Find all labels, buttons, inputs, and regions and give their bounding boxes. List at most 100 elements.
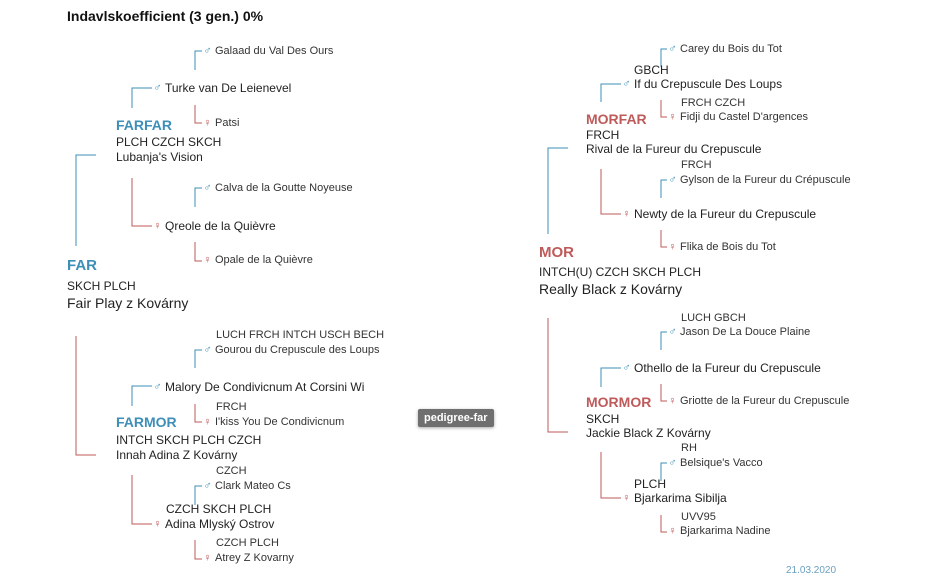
mormor-mother-father-titles: RH [681,442,697,454]
morfar-role-label: MORFAR [586,111,647,127]
female-symbol-icon: ♀ [668,394,677,407]
farfar-father-father-name: Galaad du Val Des Ours [215,45,334,57]
morfar-father-mother-name: Fidji du Castel D'argences [680,111,809,123]
female-symbol-icon: ♀ [622,207,631,220]
morfar-mother-father[interactable]: ♂ Gylson de la Fureur du Crépuscule [667,173,851,186]
farmor-mother-father-titles: CZCH [216,465,247,477]
male-symbol-icon: ♂ [203,343,212,356]
female-symbol-icon: ♀ [153,219,162,232]
morfar-father-mother-titles: FRCH CZCH [681,97,746,109]
male-symbol-icon: ♂ [622,77,631,90]
mormor-father-mother-name: Griotte de la Fureur du Crepuscule [680,395,850,407]
farfar-father-mother-name: Patsi [215,117,240,129]
male-symbol-icon: ♂ [203,181,212,194]
mormor-mother-father-name: Belsique's Vacco [680,457,763,469]
mor-name[interactable]: Really Black z Kovárny [539,281,683,297]
farfar-father[interactable]: ♂ Turke van De Leienevel [152,81,291,95]
farmor-mother-father[interactable]: ♂ Clark Mateo Cs [202,479,291,492]
farmor-mother-titles: CZCH SKCH PLCH [166,502,272,516]
male-symbol-icon: ♂ [668,42,677,55]
farfar-name[interactable]: Lubanja's Vision [116,150,203,164]
mormor-father-name: Othello de la Fureur du Crepuscule [634,361,821,375]
farmor-titles: INTCH SKCH PLCH CZCH [116,433,262,447]
farmor-father-mother-titles: FRCH [216,401,247,413]
farfar-titles: PLCH CZCH SKCH [116,135,222,149]
female-symbol-icon: ♀ [153,517,162,530]
morfar-mother-father-name: Gylson de la Fureur du Crépuscule [680,174,851,186]
farmor-mother-father-name: Clark Mateo Cs [215,480,291,492]
mormor-mother-mother-name: Bjarkarima Nadine [680,525,771,537]
mor-titles: INTCH(U) CZCH SKCH PLCH [539,265,701,279]
male-symbol-icon: ♂ [622,361,631,374]
morfar-father-father[interactable]: ♂ Carey du Bois du Tot [667,43,782,55]
farfar-mother-mother-name: Opale de la Quièvre [215,254,313,266]
morfar-father[interactable]: ♂ If du Crepuscule Des Loups [621,77,782,91]
mormor-father-father[interactable]: ♂ Jason De La Douce Plaine [667,326,810,338]
morfar-mother-name: Newty de la Fureur du Crepuscule [634,207,817,221]
farfar-father-mother[interactable]: ♀ Patsi [202,117,239,129]
mormor-mother-father[interactable]: ♂ Belsique's Vacco [667,456,763,469]
mormor-mother-name: Bjarkarima Sibilja [634,491,727,505]
mormor-father-father-name: Jason De La Douce Plaine [680,326,811,338]
morfar-titles: FRCH [586,128,620,142]
farmor-mother-name: Adina Mlyský Ostrov [165,517,275,531]
far-role-label: FAR [67,257,97,274]
farmor-mother-mother[interactable]: ♀ Atrey Z Kovarny [202,551,294,564]
pedigree-far-badge[interactable]: pedigree-far [418,409,494,427]
morfar-name[interactable]: Rival de la Fureur du Crepuscule [586,142,762,156]
male-symbol-icon: ♂ [203,44,212,57]
farfar-mother-name: Qreole de la Quièvre [165,219,276,233]
mormor-role-label: MORMOR [586,394,652,410]
date-stamp: 21.03.2020 [786,565,837,576]
farmor-mother[interactable]: ♀ Adina Mlyský Ostrov [152,517,274,531]
mormor-mother-titles: PLCH [634,477,667,491]
morfar-father-titles: GBCH [634,63,669,77]
far-name[interactable]: Fair Play z Kovárny [67,295,189,311]
male-symbol-icon: ♂ [153,380,162,393]
mormor-mother[interactable]: ♀ Bjarkarima Sibilja [621,491,727,505]
male-symbol-icon: ♂ [668,325,677,338]
female-symbol-icon: ♀ [203,116,212,129]
farfar-father-father[interactable]: ♂ Galaad du Val Des Ours [202,45,333,57]
farfar-father-name: Turke van De Leienevel [165,81,292,95]
farfar-mother-mother[interactable]: ♀ Opale de la Quièvre [202,253,313,266]
mormor-father-father-titles: LUCH GBCH [681,312,746,324]
farmor-father[interactable]: ♂ Malory De Condivicnum At Corsini Wi [152,380,364,394]
female-symbol-icon: ♀ [203,253,212,266]
farmor-name[interactable]: Innah Adina Z Kovárny [116,448,238,462]
mormor-mother-mother-titles: UVV95 [681,511,716,523]
mormor-name[interactable]: Jackie Black Z Kovárny [586,426,711,440]
male-symbol-icon: ♂ [203,479,212,492]
morfar-father-father-name: Carey du Bois du Tot [680,43,782,55]
mor-role-label: MOR [539,244,574,261]
female-symbol-icon: ♀ [668,240,677,253]
female-symbol-icon: ♀ [203,551,212,564]
farfar-mother-father[interactable]: ♂ Calva de la Goutte Noyeuse [202,181,352,194]
morfar-father-name: If du Crepuscule Des Loups [634,77,783,91]
morfar-mother[interactable]: ♀ Newty de la Fureur du Crepuscule [621,207,816,221]
farmor-mother-mother-name: Atrey Z Kovarny [215,552,294,564]
male-symbol-icon: ♂ [668,173,677,186]
farfar-mother[interactable]: ♀ Qreole de la Quièvre [152,219,276,233]
morfar-mother-mother-name: Flika de Bois du Tot [680,241,776,253]
female-symbol-icon: ♀ [203,415,212,428]
mormor-father[interactable]: ♂ Othello de la Fureur du Crepuscule [621,361,821,375]
morfar-mother-mother[interactable]: ♀ Flika de Bois du Tot [667,240,776,253]
inbreeding-coefficient-title: Indavlskoefficient (3 gen.) 0% [67,8,264,24]
morfar-mother-father-titles: FRCH [681,159,712,171]
mormor-mother-mother[interactable]: ♀ Bjarkarima Nadine [667,525,770,537]
mormor-titles: SKCH [586,412,620,426]
female-symbol-icon: ♀ [668,110,677,123]
farmor-father-father[interactable]: ♂ Gourou du Crepuscule des Loups [202,343,380,356]
farmor-role-label: FARMOR [116,414,177,430]
farfar-role-label: FARFAR [116,117,172,133]
morfar-father-mother[interactable]: ♀ Fidji du Castel D'argences [667,111,808,123]
farmor-father-father-titles: LUCH FRCH INTCH USCH BECH [216,329,385,341]
male-symbol-icon: ♂ [153,81,162,94]
male-symbol-icon: ♂ [668,456,677,469]
female-symbol-icon: ♀ [668,524,677,537]
mormor-father-mother[interactable]: ♀ Griotte de la Fureur du Crepuscule [667,395,849,407]
farmor-father-mother[interactable]: ♀ I'kiss You De Condivicnum [202,416,344,428]
farmor-father-father-name: Gourou du Crepuscule des Loups [215,344,380,356]
